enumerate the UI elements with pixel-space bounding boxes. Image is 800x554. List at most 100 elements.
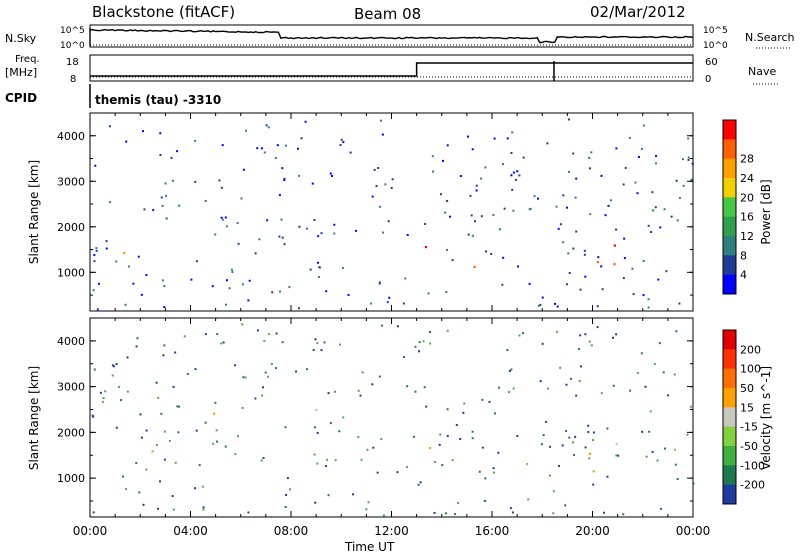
scatter-pixel	[228, 287, 231, 290]
scatter-pixel	[670, 215, 673, 218]
scatter-pixel	[285, 493, 288, 496]
scatter-pixel	[145, 468, 148, 471]
scatter-pixel	[480, 177, 483, 180]
echo-pixel	[607, 204, 610, 207]
scatter-pixel	[240, 197, 243, 200]
scatter-pixel	[655, 154, 658, 157]
scatter-pixel	[265, 124, 268, 127]
scatter-pixel	[262, 457, 265, 460]
scatter-pixel	[304, 120, 307, 123]
scatter-pixel	[109, 201, 112, 204]
scatter-pixel	[156, 507, 159, 510]
scatter-pixel	[508, 369, 511, 372]
scatter-pixel	[512, 209, 515, 212]
scatter-pixel	[402, 356, 405, 359]
scatter-pixel	[656, 459, 659, 462]
scatter-pixel	[138, 491, 141, 494]
x-tick-label: 04:00	[173, 524, 208, 538]
scatter-pixel	[195, 260, 198, 263]
scatter-pixel	[659, 226, 662, 229]
scatter-pixel	[242, 168, 245, 171]
freq-tick-bottom: 8	[70, 74, 76, 85]
echo-pixel	[123, 252, 126, 255]
scatter-pixel	[624, 166, 627, 169]
y-tick-label: 2000	[57, 426, 85, 439]
freq-trace	[90, 62, 693, 77]
scatter-pixel	[590, 151, 593, 154]
scatter-pixel	[657, 278, 660, 281]
y-tick-label: 3000	[57, 175, 85, 188]
scatter-pixel	[647, 306, 650, 309]
freq-unit: [MHz]	[5, 66, 37, 79]
scatter-pixel	[268, 333, 271, 336]
scatter-pixel	[565, 429, 568, 432]
scatter-pixel	[241, 283, 244, 286]
scatter-pixel	[492, 471, 495, 474]
beam-title: Beam 08	[354, 5, 421, 23]
scatter-pixel	[369, 302, 372, 305]
power-cbar-label: Power [dB]	[759, 179, 773, 244]
scatter-pixel	[648, 430, 651, 433]
scatter-pixel	[584, 333, 587, 336]
scatter-pixel	[579, 334, 582, 337]
scatter-pixel	[649, 410, 652, 413]
scatter-pixel	[271, 291, 274, 294]
echo-pixel	[673, 448, 676, 451]
echo-pixel	[471, 234, 474, 237]
scatter-pixel	[93, 253, 96, 256]
scatter-pixel	[160, 412, 163, 415]
scatter-pixel	[117, 385, 120, 388]
scatter-pixel	[548, 445, 551, 448]
scatter-pixel	[498, 386, 501, 389]
scatter-pixel	[446, 329, 449, 332]
scatter-pixel	[382, 514, 385, 517]
scatter-pixel	[378, 281, 381, 284]
scatter-pixel	[556, 305, 559, 308]
nsearch-tick-bottom: 10^0	[703, 41, 728, 51]
scatter-pixel	[481, 446, 484, 449]
scatter-pixel	[545, 420, 548, 423]
scatter-pixel	[194, 139, 197, 142]
scatter-pixel	[359, 394, 362, 397]
scatter-pixel	[647, 298, 650, 301]
scatter-pixel	[201, 485, 204, 488]
scatter-pixel	[347, 293, 350, 296]
scatter-pixel	[198, 464, 201, 467]
scatter-pixel	[658, 342, 661, 345]
scatter-pixel	[357, 436, 360, 439]
scatter-pixel	[329, 422, 332, 425]
scatter-pixel	[493, 412, 496, 415]
scatter-pixel	[172, 385, 175, 388]
scatter-pixel	[212, 442, 215, 445]
scatter-pixel	[641, 430, 644, 433]
scatter-pixel	[357, 389, 360, 392]
scatter-pixel	[388, 296, 391, 299]
colorbar-swatch	[723, 446, 736, 466]
scatter-pixel	[309, 268, 312, 271]
scatter-pixel	[92, 415, 95, 418]
scatter-pixel	[664, 447, 667, 450]
scatter-pixel	[159, 132, 162, 135]
scatter-pixel	[422, 340, 425, 343]
scatter-pixel	[466, 135, 469, 138]
scatter-pixel	[541, 342, 544, 345]
scatter-pixel	[93, 368, 96, 371]
scatter-pixel	[575, 177, 578, 180]
colorbar-tick-label: 24	[740, 172, 754, 185]
scatter-pixel	[163, 458, 166, 461]
scatter-pixel	[165, 194, 168, 197]
scatter-pixel	[575, 394, 578, 397]
scatter-pixel	[318, 275, 321, 278]
nsearch-tick-top: 10^5	[703, 26, 728, 36]
echo-pixel	[315, 408, 318, 411]
scatter-pixel	[588, 156, 591, 159]
scatter-pixel	[589, 213, 592, 216]
scatter-pixel	[275, 332, 278, 335]
scatter-pixel	[274, 157, 277, 160]
scatter-pixel	[547, 387, 550, 390]
colorbar-swatch	[723, 465, 736, 486]
scatter-pixel	[234, 364, 237, 367]
scatter-pixel	[485, 250, 488, 253]
scatter-pixel	[567, 252, 570, 255]
